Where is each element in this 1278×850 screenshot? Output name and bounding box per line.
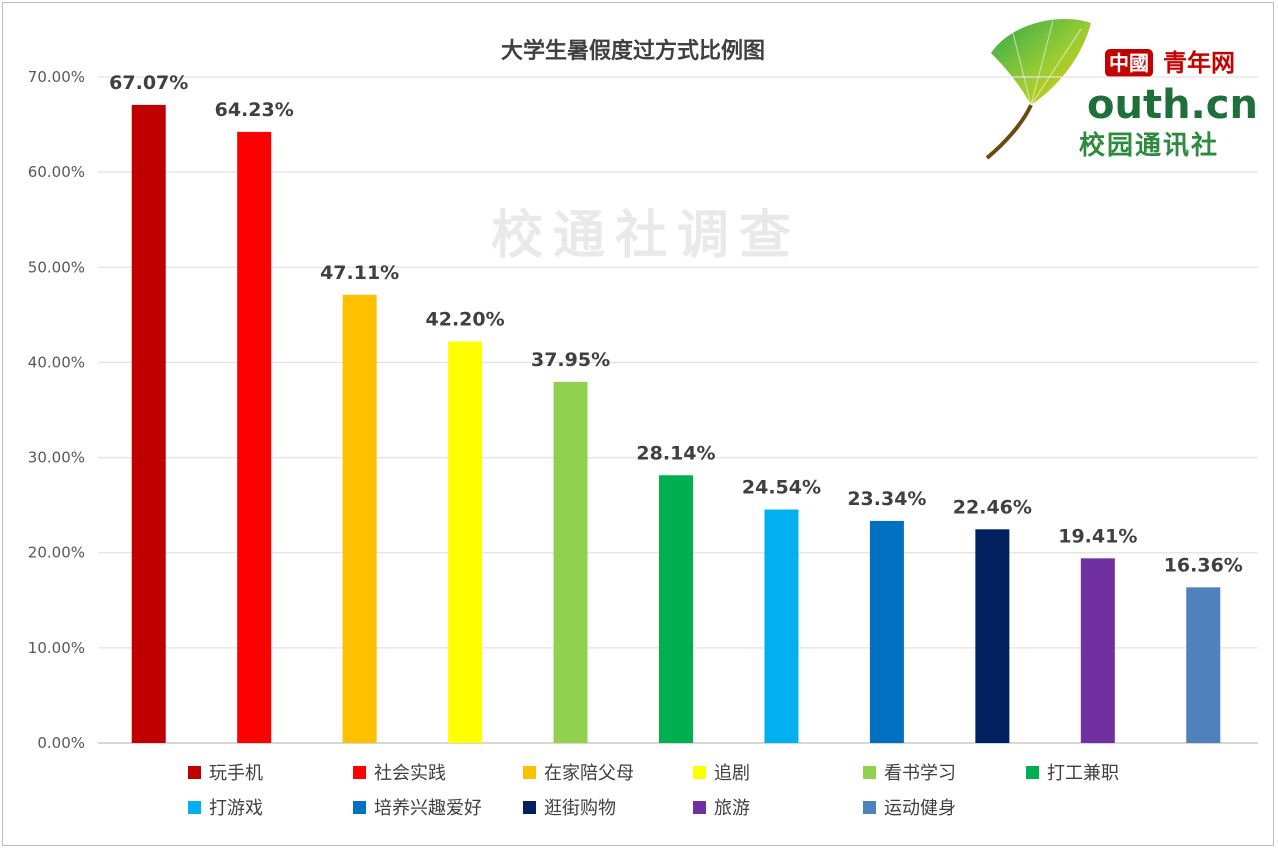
legend-swatch <box>693 765 706 779</box>
legend-label: 玩手机 <box>209 763 263 784</box>
bar <box>131 104 166 744</box>
y-tick-label: 60.00% <box>28 163 85 181</box>
legend-label: 打工兼职 <box>1047 763 1119 784</box>
legend-swatch <box>523 765 536 779</box>
legend-swatch <box>523 800 536 814</box>
legend-item: 运动健身 <box>863 795 956 819</box>
legend-swatch <box>353 800 366 814</box>
bar <box>1080 558 1115 743</box>
legend-label: 运动健身 <box>884 798 956 819</box>
y-tick-label: 10.00% <box>28 639 85 657</box>
bar <box>659 475 693 743</box>
legend-label: 培养兴趣爱好 <box>374 798 482 819</box>
legend-swatch <box>1026 765 1039 779</box>
watermark: 校通社调查 <box>491 205 802 266</box>
y-tick-label: 0.00% <box>37 734 85 752</box>
chart-legend: 玩手机 社会实践 在家陪父母 追剧 看书学习 打工兼职打游戏 培养兴趣爱好 逛街购物 旅游 运动健… <box>188 760 1168 830</box>
bar-chart: 0.00% 10.00% 20.00% 30.00% 40.00% 50.00% 60.00… <box>28 68 1258 752</box>
legend-label: 打游戏 <box>209 798 263 819</box>
bar <box>553 381 588 743</box>
y-tick-label: 30.00% <box>28 449 85 467</box>
legend-label: 看书学习 <box>884 763 956 784</box>
bar <box>869 520 904 743</box>
data-label: 37.95% <box>531 349 610 371</box>
data-label: 22.46% <box>953 496 1032 518</box>
bar <box>975 529 1010 743</box>
data-label: 47.11% <box>320 262 399 284</box>
legend-item: 玩手机 <box>188 760 263 784</box>
bar <box>448 341 483 743</box>
ginkgo-leaf-icon <box>985 18 1091 160</box>
legend-item: 培养兴趣爱好 <box>353 795 482 819</box>
legend-swatch <box>188 765 201 779</box>
legend-item: 看书学习 <box>863 760 956 784</box>
bar <box>1186 587 1221 743</box>
data-label: 67.07% <box>109 72 188 94</box>
legend-item: 追剧 <box>693 760 750 784</box>
data-label: 16.36% <box>1164 554 1243 576</box>
legend-label: 在家陪父母 <box>544 763 634 784</box>
data-label: 28.14% <box>636 442 715 464</box>
legend-label: 逛街购物 <box>544 798 616 819</box>
logo-subtitle: 校园通讯社 <box>1079 131 1220 161</box>
data-label: 24.54% <box>742 477 821 499</box>
legend-label: 追剧 <box>714 763 750 784</box>
data-label: 23.34% <box>847 488 926 510</box>
logo-badge: 中國 <box>1105 49 1153 77</box>
legend-item: 打游戏 <box>188 795 263 819</box>
legend-swatch <box>863 765 876 779</box>
bar <box>764 509 799 743</box>
legend-swatch <box>188 800 201 814</box>
legend-item: 打工兼职 <box>1026 760 1119 784</box>
chart-title: 大学生暑假度过方式比例图 <box>500 39 765 64</box>
legend-label: 旅游 <box>714 798 750 819</box>
youth-cn-logo: 中國 青年网 outh.cn 校园通讯社 <box>983 13 1263 168</box>
y-tick-label: 40.00% <box>28 353 85 371</box>
bar <box>237 131 272 743</box>
y-tick-label: 70.00% <box>28 68 85 86</box>
logo-domain: outh.cn <box>1087 82 1258 128</box>
legend-swatch <box>693 800 706 814</box>
legend-label: 社会实践 <box>374 763 446 784</box>
legend-item: 逛街购物 <box>523 795 616 819</box>
y-tick-label: 50.00% <box>28 258 85 276</box>
legend-item: 社会实践 <box>353 760 446 784</box>
y-tick-label: 20.00% <box>28 544 85 562</box>
data-label: 19.41% <box>1058 525 1137 547</box>
bar <box>342 294 377 743</box>
legend-item: 旅游 <box>693 795 750 819</box>
data-label: 42.20% <box>426 308 505 330</box>
legend-swatch <box>863 800 876 814</box>
data-label: 64.23% <box>215 99 294 121</box>
legend-swatch <box>353 765 366 779</box>
logo-site-name: 青年网 <box>1163 48 1235 77</box>
legend-item: 在家陪父母 <box>523 760 634 784</box>
